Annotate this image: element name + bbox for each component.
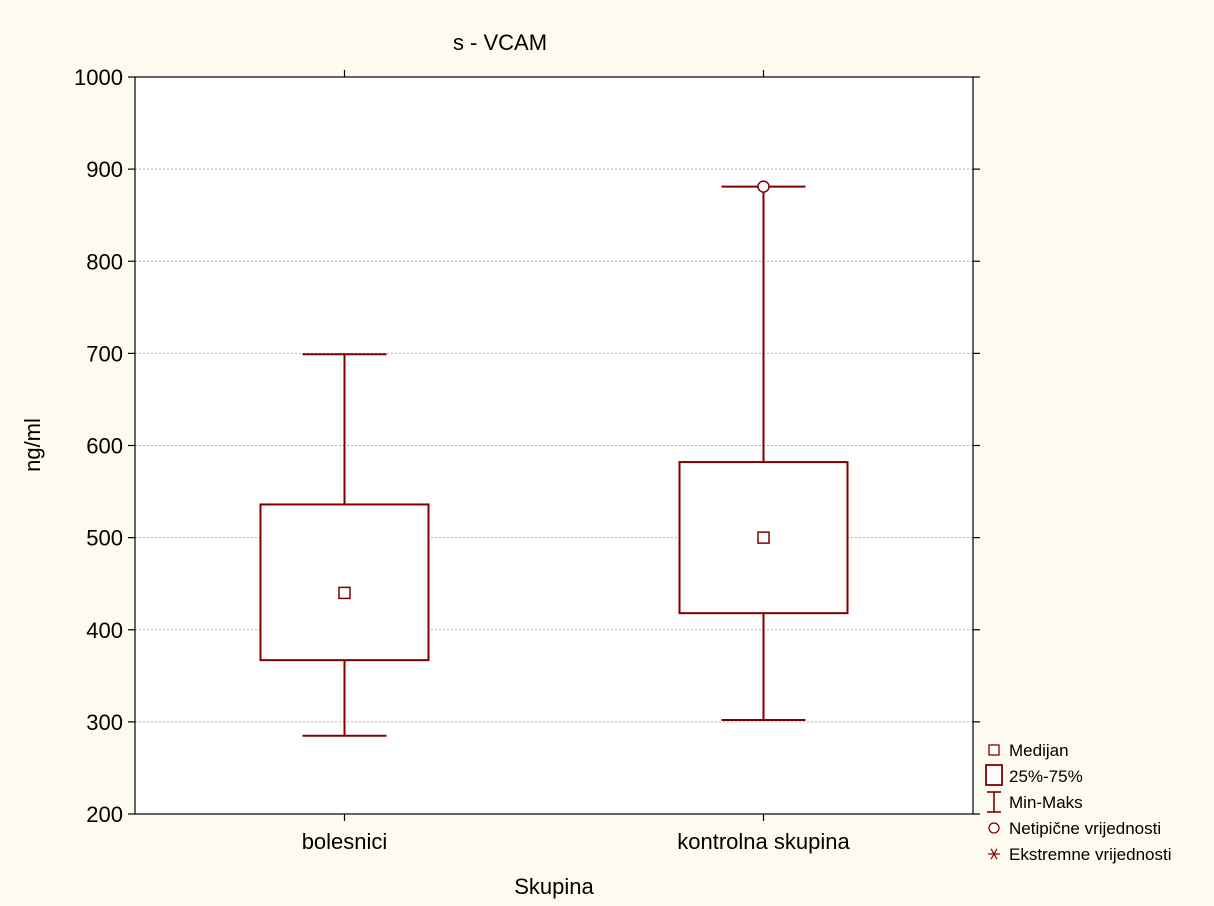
legend-item: Ekstremne vrijednosti	[988, 845, 1172, 864]
y-tick-label: 700	[86, 341, 123, 366]
y-axis-label: ng/ml	[20, 418, 45, 472]
legend-outlier-symbol	[988, 822, 1000, 834]
legend-label: Netipične vrijednosti	[1009, 819, 1161, 838]
legend-label: 25%-75%	[1009, 767, 1083, 786]
legend-label: Medijan	[1009, 741, 1069, 760]
x-tick-label: kontrolna skupina	[677, 829, 850, 854]
legend-item: Medijan	[988, 741, 1069, 760]
box-group	[259, 353, 430, 737]
box-group	[678, 180, 849, 722]
y-tick-label: 600	[86, 434, 123, 459]
y-tick-label: 300	[86, 710, 123, 735]
legend-item: Min-Maks	[987, 791, 1083, 813]
y-tick-label: 200	[86, 802, 123, 827]
legend: Medijan 25%-75% Min-Maks Netipične vrijedno…	[985, 741, 1172, 864]
legend-median-symbol	[988, 744, 1000, 756]
y-tick-label: 800	[86, 249, 123, 274]
y-tick-label: 400	[86, 618, 123, 643]
median-marker	[338, 586, 351, 600]
x-tick-label: bolesnici	[302, 829, 388, 854]
y-tick-label: 500	[86, 526, 123, 551]
legend-box-symbol	[985, 764, 1003, 786]
legend-label: Ekstremne vrijednosti	[1009, 845, 1172, 864]
outlier-point	[757, 180, 770, 193]
legend-extreme-symbol	[990, 848, 998, 860]
x-axis-ticks: bolesnici kontrolna skupina	[302, 70, 850, 854]
y-axis-ticks: 200 300 400 500 600 700 800 900 1000	[74, 65, 980, 827]
legend-item: Netipične vrijednosti	[988, 819, 1161, 838]
y-tick-label: 900	[86, 157, 123, 182]
x-axis-label: Skupina	[514, 874, 594, 899]
chart-title: s - VCAM	[453, 30, 547, 55]
median-marker	[757, 531, 770, 544]
legend-label: Min-Maks	[1009, 793, 1083, 812]
iqr-box	[259, 503, 430, 662]
y-tick-label: 1000	[74, 65, 123, 90]
boxes	[259, 180, 849, 737]
legend-item: 25%-75%	[985, 764, 1083, 786]
plot-area	[135, 77, 973, 814]
